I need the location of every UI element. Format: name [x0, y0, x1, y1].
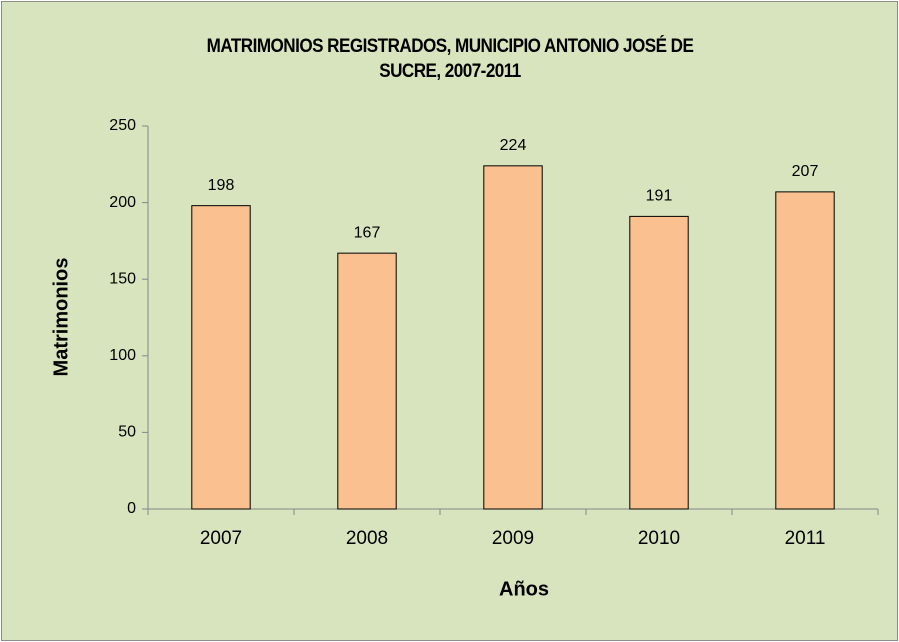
x-tick-label: 2010 [638, 528, 680, 549]
y-tick-label: 0 [127, 500, 136, 517]
x-tick-label: 2007 [200, 528, 242, 549]
bar [775, 191, 835, 510]
bar [337, 252, 397, 510]
y-tick-label: 150 [109, 270, 136, 287]
y-axis-label: Matrimonios [50, 258, 72, 377]
x-tick-label: 2009 [492, 528, 534, 549]
x-axis-label: Años [499, 578, 549, 600]
bar [191, 205, 251, 510]
y-tick-label: 250 [109, 117, 136, 134]
y-tick-label: 50 [118, 424, 136, 441]
data-label: 224 [500, 137, 527, 154]
x-tick-label: 2008 [346, 528, 388, 549]
data-label: 191 [646, 188, 673, 205]
data-label: 198 [208, 177, 235, 194]
x-tick-label: 2011 [785, 528, 826, 549]
data-label: 207 [792, 163, 819, 180]
chart-title: MATRIMONIOS REGISTRADOS, MUNICIPIO ANTON… [206, 36, 694, 82]
y-tick-label: 100 [109, 347, 136, 364]
bar [629, 215, 689, 510]
data-label: 167 [354, 224, 381, 241]
bar [483, 165, 543, 510]
y-tick-label: 200 [109, 194, 136, 211]
